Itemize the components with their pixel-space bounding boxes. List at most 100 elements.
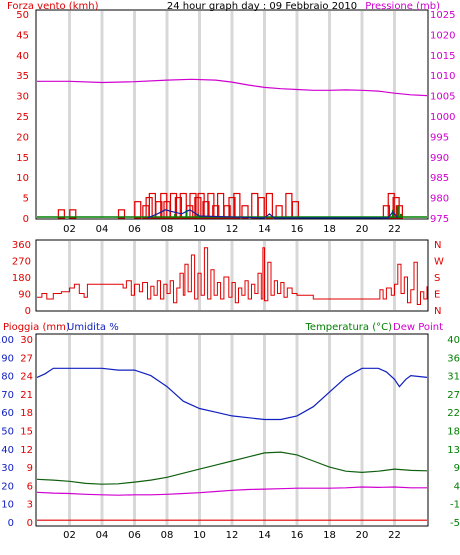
humidity-tick-label: 50 (1, 427, 14, 438)
wind-tick-label: 15 (16, 153, 29, 164)
humidity-tick-label: 80 (1, 372, 14, 383)
humidity-tick-label: 70 (1, 390, 14, 401)
humidity-axis-label: Umidita % (67, 322, 119, 333)
wind-speed-bar (212, 205, 220, 219)
rain-tick-label: 27 (20, 353, 33, 364)
temperature-axis-label: Temperatura (°C) (304, 322, 392, 333)
gust-line (147, 209, 399, 219)
hour-tick-label: 10 (193, 530, 206, 541)
temperature-tick-label: -1 (450, 500, 460, 511)
rain-tick-label: 3 (27, 500, 33, 511)
hour-tick-label: 06 (128, 530, 141, 541)
direction-tick-label: 0 (25, 306, 31, 317)
hour-tick-label: 18 (323, 224, 336, 235)
hour-tick-label: 06 (128, 224, 141, 235)
temperature-tick-label: 40 (447, 335, 460, 346)
humidity-tick-label: 0 (8, 518, 14, 529)
hour-tick-label: 20 (356, 224, 369, 235)
hour-tick-label: 22 (388, 530, 401, 541)
temperature-tick-label: 22 (447, 408, 460, 419)
wind-tick-label: 5 (23, 194, 29, 205)
wind-speed-bar (202, 201, 210, 219)
dew-point-line (36, 486, 427, 496)
hour-tick-label: 16 (291, 224, 304, 235)
humidity-tick-label: 10 (1, 500, 14, 511)
temperature-tick-label: 13 (447, 445, 460, 456)
wind-tick-label: 45 (16, 30, 29, 41)
compass-tick-label: N (434, 306, 441, 317)
compass-tick-label: W (434, 257, 444, 268)
direction-tick-label: 270 (12, 257, 31, 268)
hour-tick-label: 04 (96, 530, 109, 541)
wind-speed-bar (169, 192, 178, 219)
pressure-line (37, 78, 428, 97)
humidity-temperature-panel: Pioggia (mm) Umidita % Temperatura (°C) … (0, 322, 460, 541)
wind-speed-bar (223, 205, 231, 219)
wind-direction-line (37, 247, 428, 305)
hour-tick-label: 20 (356, 530, 369, 541)
compass-tick-label: E (434, 290, 440, 301)
wind-speed-bar (233, 192, 241, 219)
pressure-tick-label: 975 (430, 214, 449, 225)
wind-speed-bar (395, 205, 403, 219)
wind-speed-bar (228, 197, 236, 219)
humidity-tick-label: 20 (1, 481, 14, 492)
pressure-tick-label: 980 (430, 194, 449, 205)
wind-speed-bar (197, 192, 205, 219)
temperature-line (36, 451, 428, 485)
wind-speed-bar (387, 192, 395, 219)
rain-tick-label: 21 (20, 390, 33, 401)
pressure-tick-label: 1000 (430, 112, 455, 123)
direction-tick-label: 360 (12, 240, 31, 251)
wind-tick-label: 40 (16, 51, 29, 62)
hour-tick-label: 14 (258, 530, 271, 541)
chart-title: 24 hour graph day : 09 Febbraio 2010 (167, 1, 357, 12)
wind-tick-label: 50 (16, 10, 29, 21)
pressure-tick-label: 995 (430, 132, 449, 143)
wind-low-bar (174, 213, 177, 218)
hour-tick-label: 08 (161, 530, 174, 541)
hour-tick-label: 02 (63, 530, 76, 541)
wind-speed-bar (174, 197, 182, 219)
wind-tick-label: 30 (16, 92, 29, 103)
hour-tick-label: 02 (63, 224, 76, 235)
rain-axis-label: Pioggia (mm) (3, 322, 70, 333)
wind-tick-label: 10 (16, 173, 29, 184)
temperature-tick-label: 36 (447, 353, 460, 364)
temperature-tick-label: 9 (454, 463, 460, 474)
rain-tick-label: 30 (20, 335, 33, 346)
wind-speed-bar (69, 209, 77, 219)
wind-tick-label: 35 (16, 71, 29, 82)
pressure-tick-label: 1005 (430, 92, 455, 103)
wind-pressure-panel: Forza vento (kmh) 24 hour graph day : 09… (7, 1, 455, 235)
temperature-tick-label: 18 (447, 427, 460, 438)
wind-speed-bar (117, 209, 126, 219)
compass-tick-label: N (434, 240, 441, 251)
hour-tick-label: 10 (193, 224, 206, 235)
hour-tick-label: 04 (96, 224, 109, 235)
hour-tick-label: 16 (291, 530, 304, 541)
humidity-tick-label: 90 (1, 353, 14, 364)
humidity-tick-label: 30 (1, 463, 14, 474)
pressure-tick-label: 1020 (430, 30, 455, 41)
hour-tick-label: 08 (161, 224, 174, 235)
hour-tick-label: 12 (226, 530, 239, 541)
hour-tick-label: 18 (323, 530, 336, 541)
wind-low-bar (391, 209, 394, 218)
wind-speed-bar (134, 201, 142, 219)
hour-tick-label: 12 (226, 224, 239, 235)
wind-low-bar (400, 213, 402, 218)
wind-speed-bar (189, 192, 197, 219)
wind-tick-label: 0 (23, 214, 29, 225)
rain-tick-label: 9 (27, 463, 33, 474)
wind-axis-label: Forza vento (kmh) (7, 1, 99, 12)
rain-tick-label: 0 (27, 518, 33, 529)
humidity-tick-label: 40 (1, 445, 14, 456)
dew-point-axis-label: Dew Point (393, 322, 443, 333)
pressure-tick-label: 1015 (430, 51, 455, 62)
wind-speed-bar (57, 209, 65, 219)
wind-low-bar (185, 209, 188, 218)
hour-tick-label: 14 (258, 224, 271, 235)
